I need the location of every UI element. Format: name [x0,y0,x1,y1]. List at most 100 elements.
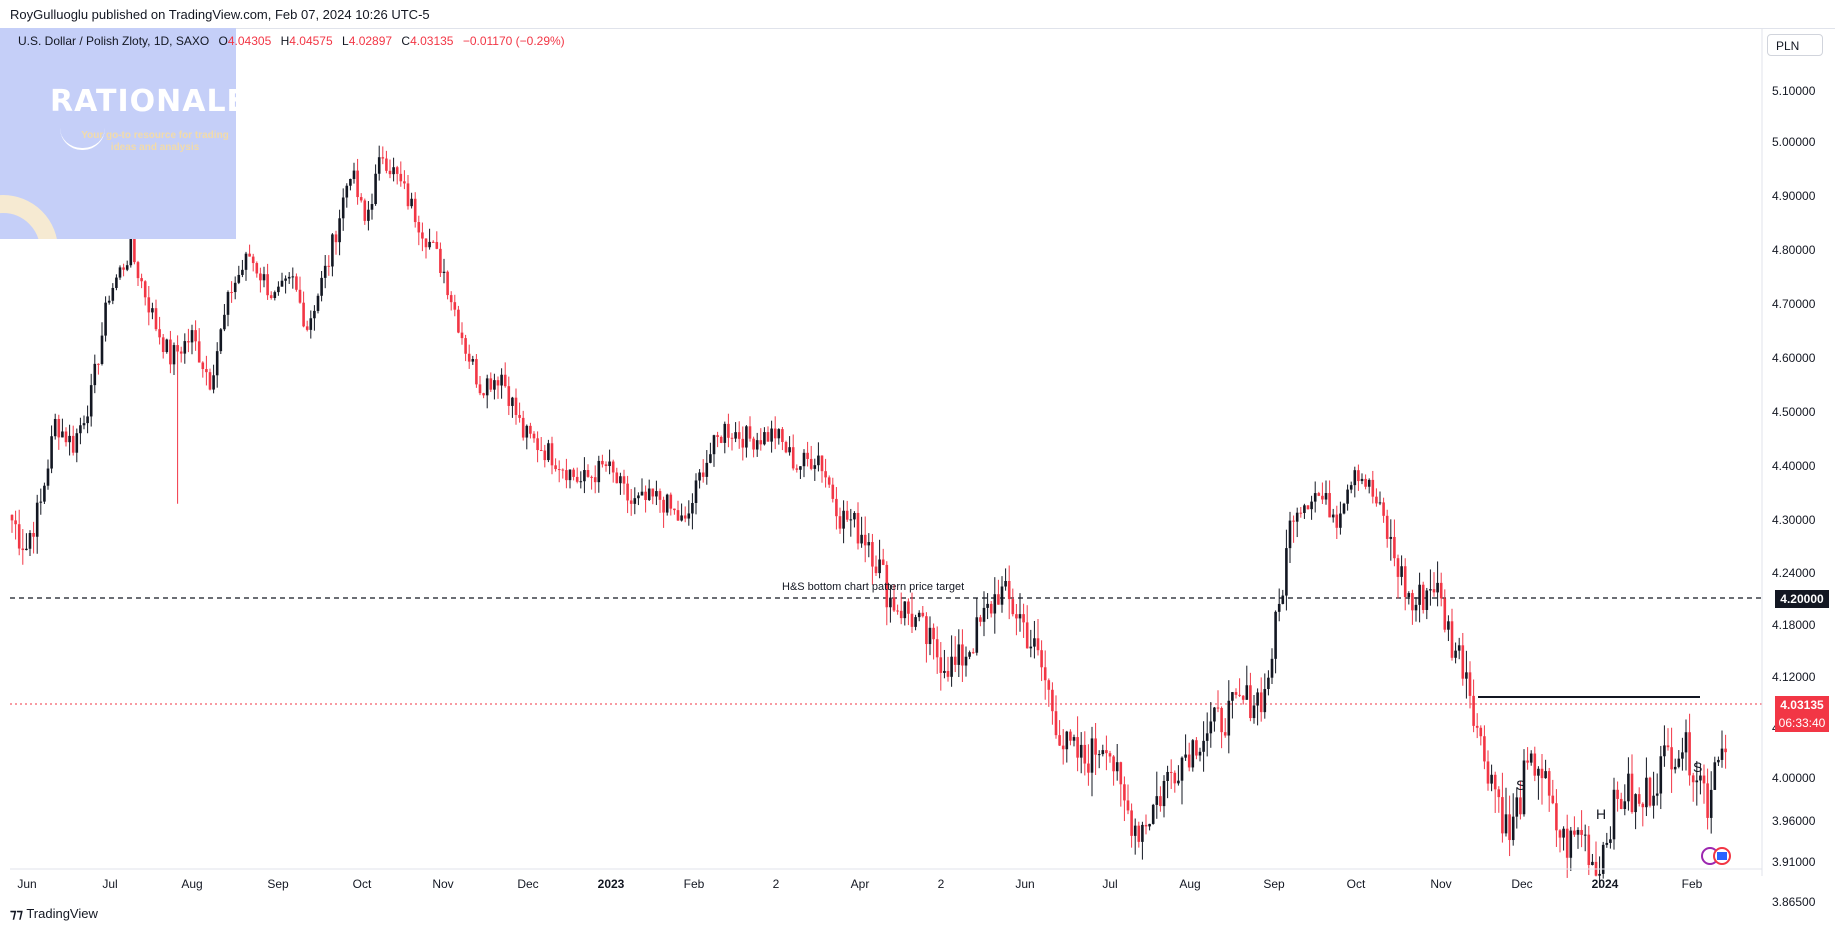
candle-body [590,476,593,478]
y-tick-label: 4.60000 [1772,351,1816,365]
candle-body [82,423,86,426]
candle-body [1544,771,1547,779]
candle-body [1569,830,1573,858]
candle-body [1292,520,1295,522]
candle-body [719,436,723,443]
candle-body [827,477,831,485]
candle-body [179,351,183,354]
candle-body [14,520,17,525]
candle-body [125,265,129,270]
candle-body [1000,586,1004,605]
candle-body [917,612,921,618]
candle-body [201,362,205,370]
candle-body [881,559,885,565]
currency-button[interactable]: PLN [1767,34,1823,56]
candle-body [1155,796,1159,805]
candle-body [716,435,719,437]
candle-body [565,470,568,481]
tradingview-brand[interactable]: ⁊⁊ TradingView [10,906,98,922]
candle-body [1162,780,1166,807]
x-tick-label: Nov [1430,877,1451,891]
candle-body [122,267,125,270]
candle-body [802,452,806,467]
candle-body [395,167,399,174]
candle-body [986,603,989,608]
x-tick-label: Oct [353,877,372,891]
candle-body [107,300,111,303]
candle-body [417,222,421,233]
publish-bar: RoyGulluoglu published on TradingView.co… [0,0,1835,29]
candle-body [97,363,100,365]
candle-body [1385,515,1389,539]
candle-body [597,460,601,483]
candle-body [1184,754,1187,758]
candle-body [381,157,385,159]
x-tick-label: Oct [1347,877,1366,891]
candle-body [1015,614,1018,619]
candle-body [39,501,43,503]
candle-body [921,612,925,617]
candle-body [410,198,413,207]
candle-body [219,329,223,352]
logo-swoosh [60,128,105,150]
candle-body [1288,520,1292,549]
candle-body [471,359,475,362]
candle-body [752,438,755,450]
candle-body [914,617,917,627]
candle-body [230,292,233,294]
candle-body [367,209,370,221]
candle-body [982,607,986,622]
candle-body [172,345,176,365]
candle-body [845,510,849,520]
candle-body [525,425,529,438]
candle-body [1205,733,1209,741]
candle-body [1342,503,1346,514]
candle-body [1364,478,1367,487]
x-tick-label: 2 [938,877,945,891]
candle-body [1346,489,1349,504]
events-icon[interactable] [1700,846,1734,866]
candle-body [1454,650,1457,658]
candle-body [212,375,215,390]
candle-body [21,548,25,551]
candle-body [1263,689,1267,713]
candle-body [1313,493,1317,502]
candle-body [1177,780,1180,784]
candle-body [1256,692,1259,706]
symbol-legend[interactable]: U.S. Dollar / Polish Zloty, 1D, SAXO O4.… [18,34,565,48]
candle-body [849,519,853,521]
candle-body [284,278,287,281]
candle-body [1069,731,1072,741]
candle-body [28,532,32,549]
candle-body [1191,740,1195,768]
candle-body [1367,479,1371,487]
candle-body [143,281,147,298]
candle-body [482,393,485,396]
candle-body [1187,754,1191,768]
candle-body [748,426,752,439]
candle-body [1115,762,1119,772]
candle-body [89,385,93,417]
candle-body [521,417,525,438]
candle-body [1641,803,1645,808]
candle-body [550,443,554,466]
candle-body [406,183,410,207]
symbol-name[interactable]: U.S. Dollar / Polish Zloty, 1D, SAXO [18,34,210,48]
candle-body [1421,584,1425,610]
candle-body [1407,593,1411,597]
candle-body [1439,582,1443,599]
candle-body [104,302,107,336]
y-tick-label: 4.18000 [1772,618,1816,632]
candle-body [1526,760,1529,763]
candle-body [1227,700,1231,736]
candle-body [1691,775,1695,783]
head-label: H [1596,806,1607,822]
y-tick-label: 4.12000 [1772,670,1816,684]
price-axis[interactable]: 5.10000 5.00000 4.90000 4.80000 4.70000 4.600… [1772,84,1816,931]
candle-body [705,462,709,477]
time-axis[interactable]: Jun Jul Aug Sep Oct Nov Dec 2023 Feb 2 Apr 2 Jun Jul A… [17,877,1702,891]
candle-body [939,657,943,673]
candle-body [1033,638,1036,647]
candle-body [1090,738,1094,773]
